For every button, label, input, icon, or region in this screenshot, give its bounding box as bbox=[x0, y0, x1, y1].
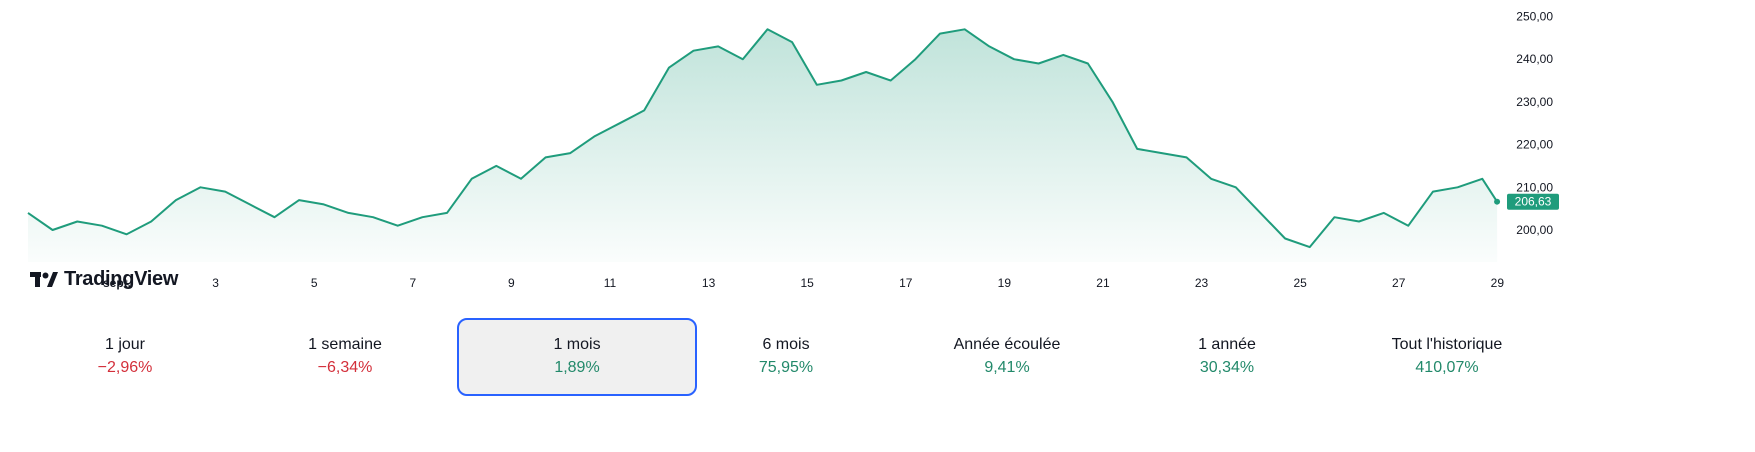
x-tick-label: 11 bbox=[604, 276, 617, 290]
current-price-badge-bg bbox=[1507, 193, 1559, 210]
last-price-point bbox=[1494, 198, 1501, 205]
period-label: 1 mois bbox=[553, 336, 601, 353]
x-tick-label: 29 bbox=[1491, 276, 1505, 290]
x-tick-label: 7 bbox=[409, 276, 416, 290]
price-line bbox=[27, 28, 1501, 249]
period-label: 6 mois bbox=[762, 336, 810, 353]
tradingview-logo-text: TradingView bbox=[64, 268, 179, 290]
period-label: 1 jour bbox=[104, 336, 146, 353]
x-tick-label: 9 bbox=[508, 276, 515, 290]
period-change: 30,34% bbox=[1199, 359, 1255, 376]
tradingview-logo: TradingView bbox=[30, 268, 178, 291]
period-change: −6,34% bbox=[317, 359, 373, 376]
period-change: 75,95% bbox=[758, 359, 814, 376]
period-button[interactable]: 6 mois 75,95% bbox=[666, 318, 906, 396]
x-tick-label: 3 bbox=[212, 276, 219, 290]
x-tick-label: 13 bbox=[702, 276, 716, 290]
x-tick-label: 15 bbox=[800, 276, 814, 290]
y-tick-label: 250,00 bbox=[1516, 10, 1553, 24]
x-tick-label: 23 bbox=[1195, 276, 1209, 290]
period-button[interactable]: Année écoulée 9,41% bbox=[887, 318, 1127, 396]
x-tick-label: sept. bbox=[103, 276, 131, 290]
y-tick-label: 240,00 bbox=[1516, 52, 1553, 66]
x-tick-label: 25 bbox=[1293, 276, 1307, 290]
period-button[interactable]: 1 semaine −6,34% bbox=[225, 318, 465, 396]
y-tick-label: 230,00 bbox=[1516, 95, 1553, 109]
period-selector: 1 jour −2,96% 1 semaine −6,34% 1 mois 1,89% 6 … bbox=[40, 318, 1730, 435]
period-change: 9,41% bbox=[984, 359, 1030, 376]
price-area-fill bbox=[28, 29, 1498, 262]
x-axis: sept. 3 5 7 9 11 13 15 17 19 21 23 25 27 29 bbox=[103, 276, 1504, 290]
period-label: 1 année bbox=[1198, 336, 1256, 353]
price-series-line bbox=[27, 28, 1498, 249]
period-label: 1 semaine bbox=[308, 336, 382, 353]
period-change: 410,07% bbox=[1415, 359, 1479, 376]
tradingview-logo-icon bbox=[30, 271, 58, 287]
price-area bbox=[28, 29, 1498, 262]
period-button[interactable]: 1 jour −2,96% bbox=[5, 318, 245, 396]
x-tick-label: 19 bbox=[998, 276, 1012, 290]
period-label: Année écoulée bbox=[953, 336, 1061, 353]
period-button[interactable]: 1 mois 1,89% bbox=[457, 318, 697, 396]
y-tick-label: 220,00 bbox=[1516, 138, 1553, 152]
period-button[interactable]: Tout l'historique 410,07% bbox=[1327, 318, 1567, 396]
x-tick-label: 5 bbox=[311, 276, 318, 290]
period-change: −2,96% bbox=[97, 359, 153, 376]
x-tick-label: 27 bbox=[1392, 276, 1406, 290]
y-tick-label: 200,00 bbox=[1516, 223, 1553, 237]
x-tick-label: 21 bbox=[1096, 276, 1110, 290]
period-change: 1,89% bbox=[554, 359, 600, 376]
price-chart: sept. 3 5 7 9 11 13 15 17 19 21 23 25 27 29 200,00 210,… bbox=[27, 10, 1559, 290]
x-tick-label: 17 bbox=[899, 276, 913, 290]
y-tick-label: 210,00 bbox=[1516, 180, 1553, 194]
period-label: Tout l'historique bbox=[1391, 336, 1503, 353]
period-button[interactable]: 1 année 30,34% bbox=[1107, 318, 1347, 396]
current-price-badge: 206,63 bbox=[1507, 193, 1559, 210]
y-axis: 200,00 210,00 220,00 230,00 240,00 250,00 bbox=[1516, 10, 1553, 238]
current-price-value: 206,63 bbox=[1515, 195, 1552, 209]
